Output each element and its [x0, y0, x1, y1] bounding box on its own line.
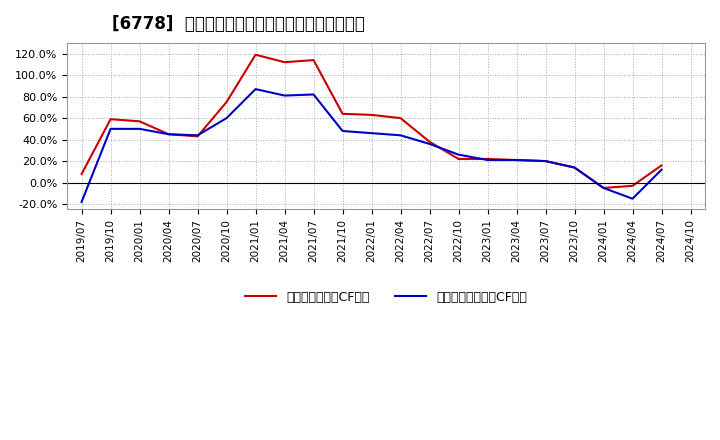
有利子負債営業CF比率: [251, 52, 260, 57]
有利子負債フリーCF比率: [512, 158, 521, 163]
有利子負債フリーCF比率: [396, 133, 405, 138]
有利子負債フリーCF比率: [483, 158, 492, 163]
有利子負債フリーCF比率: [164, 132, 173, 137]
有利子負債営業CF比率: [657, 163, 666, 168]
Legend: 有利子負債営業CF比率, 有利子負債フリーCF比率: 有利子負債営業CF比率, 有利子負債フリーCF比率: [240, 286, 532, 309]
有利子負債営業CF比率: [77, 171, 86, 176]
有利子負債営業CF比率: [367, 112, 376, 117]
有利子負債フリーCF比率: [628, 196, 636, 202]
有利子負債フリーCF比率: [454, 152, 463, 157]
有利子負債フリーCF比率: [338, 128, 347, 134]
有利子負債営業CF比率: [222, 99, 231, 105]
有利子負債営業CF比率: [599, 185, 608, 191]
有利子負債フリーCF比率: [599, 185, 608, 191]
有利子負債営業CF比率: [164, 132, 173, 137]
有利子負債営業CF比率: [193, 134, 202, 139]
有利子負債フリーCF比率: [193, 133, 202, 138]
有利子負債営業CF比率: [512, 158, 521, 163]
有利子負債営業CF比率: [309, 58, 318, 63]
Line: 有利子負債営業CF比率: 有利子負債営業CF比率: [81, 55, 662, 188]
Line: 有利子負債フリーCF比率: 有利子負債フリーCF比率: [81, 89, 662, 202]
有利子負債フリーCF比率: [541, 158, 550, 164]
有利子負債フリーCF比率: [251, 86, 260, 92]
有利子負債フリーCF比率: [570, 165, 579, 170]
有利子負債営業CF比率: [628, 183, 636, 188]
有利子負債フリーCF比率: [426, 141, 434, 147]
有利子負債フリーCF比率: [77, 199, 86, 205]
有利子負債営業CF比率: [541, 158, 550, 164]
有利子負債フリーCF比率: [657, 167, 666, 172]
Text: [6778]  有利子負債キャッシュフロー比率の推移: [6778] 有利子負債キャッシュフロー比率の推移: [112, 15, 364, 33]
有利子負債フリーCF比率: [280, 93, 289, 98]
有利子負債フリーCF比率: [107, 126, 115, 132]
有利子負債営業CF比率: [107, 117, 115, 122]
有利子負債営業CF比率: [280, 59, 289, 65]
有利子負債営業CF比率: [454, 156, 463, 161]
有利子負債営業CF比率: [570, 165, 579, 170]
有利子負債営業CF比率: [396, 115, 405, 121]
有利子負債フリーCF比率: [222, 115, 231, 121]
有利子負債フリーCF比率: [135, 126, 144, 132]
有利子負債営業CF比率: [135, 119, 144, 124]
有利子負債フリーCF比率: [367, 131, 376, 136]
有利子負債営業CF比率: [426, 139, 434, 144]
有利子負債営業CF比率: [338, 111, 347, 117]
有利子負債営業CF比率: [483, 156, 492, 161]
有利子負債フリーCF比率: [309, 92, 318, 97]
